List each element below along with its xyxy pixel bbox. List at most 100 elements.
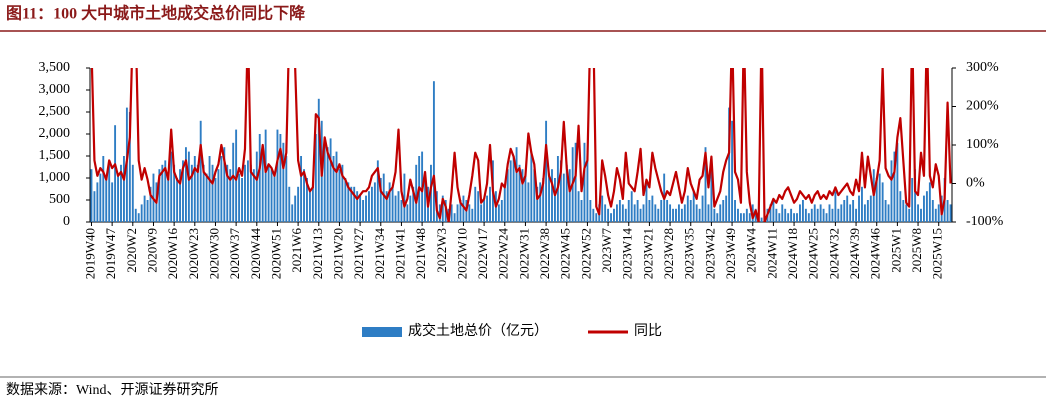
bar xyxy=(775,208,778,222)
bar xyxy=(618,200,621,222)
bar xyxy=(902,200,905,222)
bar xyxy=(403,173,406,222)
bar xyxy=(332,156,335,222)
bar xyxy=(303,169,305,222)
bar xyxy=(196,164,199,222)
bar xyxy=(509,160,512,222)
bar xyxy=(917,204,919,222)
bar xyxy=(314,134,317,222)
bar xyxy=(356,191,359,222)
bar xyxy=(813,204,816,222)
bar xyxy=(149,186,152,222)
bar xyxy=(249,164,252,222)
bar xyxy=(459,200,462,222)
bar xyxy=(486,195,488,222)
bar xyxy=(432,81,435,222)
bar xyxy=(385,191,388,222)
y-tick-label: 2,000 xyxy=(39,126,71,141)
bar xyxy=(462,195,465,222)
x-tick-label: 2025W1 xyxy=(888,228,903,273)
bar xyxy=(624,208,627,222)
bar xyxy=(246,160,249,222)
x-tick-label: 2021W6 xyxy=(289,228,304,273)
bar xyxy=(226,164,229,222)
bar xyxy=(93,191,96,222)
bar xyxy=(627,200,630,222)
bar xyxy=(810,208,813,222)
bar xyxy=(849,204,852,222)
bar xyxy=(297,186,300,222)
bar xyxy=(456,204,459,222)
bar xyxy=(170,151,173,222)
source: 数据来源：Wind、开源证券研究所 xyxy=(6,382,219,398)
bar xyxy=(819,204,822,222)
bar xyxy=(636,200,639,222)
bar xyxy=(807,213,810,222)
bar xyxy=(406,204,409,222)
bar xyxy=(409,195,412,222)
bar xyxy=(158,169,161,222)
bar xyxy=(592,208,595,222)
bar xyxy=(258,134,261,222)
bar xyxy=(241,178,243,222)
bar xyxy=(742,213,745,222)
bar xyxy=(468,204,471,222)
legend: 成交土地总价（亿元） 同比 xyxy=(362,322,662,339)
bar xyxy=(698,208,701,222)
bar xyxy=(114,125,117,222)
x-tick-label: 2020W23 xyxy=(186,228,201,279)
x-tick-label: 2020W9 xyxy=(144,228,159,273)
bar xyxy=(840,204,843,222)
bar xyxy=(822,208,825,222)
bar xyxy=(453,213,456,222)
bar xyxy=(846,195,849,222)
bar xyxy=(589,200,592,222)
bar xyxy=(799,204,801,222)
bar xyxy=(500,200,503,222)
x-tick-label: 2025W8 xyxy=(909,228,924,273)
bar xyxy=(946,200,949,222)
bar xyxy=(728,107,731,222)
bar xyxy=(937,204,940,222)
bar xyxy=(660,200,663,222)
x-tick-label: 2020W16 xyxy=(165,228,180,280)
x-tick-label: 2023W35 xyxy=(682,228,697,279)
bar xyxy=(583,142,586,222)
bar xyxy=(264,129,267,222)
y2-tick-label: 300% xyxy=(966,60,999,75)
bar xyxy=(778,213,781,222)
bar xyxy=(362,200,365,222)
bar xyxy=(725,195,728,222)
bar xyxy=(887,204,890,222)
x-tick-label: 2020W37 xyxy=(227,228,242,280)
bar xyxy=(96,182,99,222)
bar xyxy=(285,156,288,222)
bar xyxy=(370,186,373,222)
bar xyxy=(229,169,232,222)
bar xyxy=(373,182,376,222)
bar xyxy=(748,213,751,222)
bar xyxy=(187,151,190,222)
y-tick-label: 3,500 xyxy=(39,60,71,75)
bar xyxy=(554,178,556,222)
bar xyxy=(905,204,908,222)
bar xyxy=(134,208,137,222)
bar xyxy=(654,204,657,222)
bar xyxy=(686,195,689,222)
bar xyxy=(211,164,214,222)
bar xyxy=(167,173,170,222)
y-tick-label: 1,500 xyxy=(39,148,71,163)
bar xyxy=(607,208,610,222)
bar xyxy=(645,182,648,222)
bar xyxy=(657,208,660,222)
bar xyxy=(781,204,784,222)
bar xyxy=(512,156,515,222)
bar xyxy=(424,178,427,222)
bar xyxy=(861,186,863,222)
bar xyxy=(388,182,391,222)
bar xyxy=(793,213,796,222)
bar xyxy=(825,213,828,222)
bar xyxy=(713,208,716,222)
bar xyxy=(261,147,264,222)
bar xyxy=(772,200,775,222)
